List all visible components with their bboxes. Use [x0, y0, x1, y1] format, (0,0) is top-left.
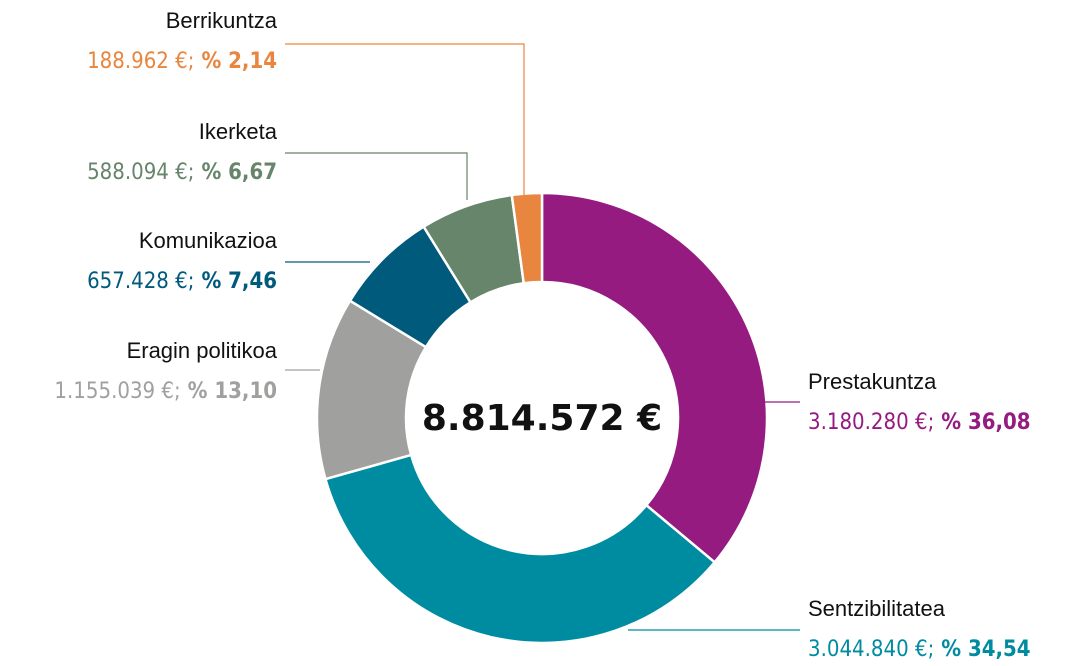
- value-label: 188.962 €; % 2,14: [87, 49, 277, 74]
- slice: [323, 453, 717, 645]
- value-label: 3.044.840 €; % 34,54: [808, 637, 1031, 662]
- value-label: 588.094 €; % 6,67: [87, 160, 277, 185]
- percent-label: % 34,54: [941, 637, 1030, 662]
- amount-label: 588.094 €;: [87, 160, 194, 185]
- slice: [540, 191, 769, 565]
- amount-label: 188.962 €;: [87, 49, 194, 74]
- slice: [510, 191, 544, 285]
- value-label: 657.428 €; % 7,46: [87, 269, 277, 294]
- percent-label: % 13,10: [188, 379, 277, 404]
- amount-label: 657.428 €;: [87, 269, 194, 294]
- percent-label: % 6,67: [201, 160, 277, 185]
- category-label: Komunikazioa: [139, 228, 278, 253]
- category-label: Sentzibilitatea: [808, 596, 946, 621]
- value-label: 3.180.280 €; % 36,08: [808, 410, 1031, 435]
- category-label: Eragin politikoa: [127, 338, 278, 363]
- percent-label: % 2,14: [201, 49, 277, 74]
- amount-label: 3.044.840 €;: [808, 637, 934, 662]
- leader-line: [285, 43, 525, 196]
- amount-label: 3.180.280 €;: [808, 410, 934, 435]
- amount-label: 1.155.039 €;: [54, 379, 180, 404]
- category-label: Ikerketa: [199, 119, 278, 144]
- percent-label: % 7,46: [201, 269, 277, 294]
- percent-label: % 36,08: [941, 410, 1030, 435]
- leader-line: [285, 152, 468, 200]
- category-label: Prestakuntza: [808, 369, 937, 394]
- center-label: 8.814.572 €: [422, 398, 662, 439]
- value-label: 1.155.039 €; % 13,10: [54, 379, 277, 404]
- category-label: Berrikuntza: [166, 8, 278, 33]
